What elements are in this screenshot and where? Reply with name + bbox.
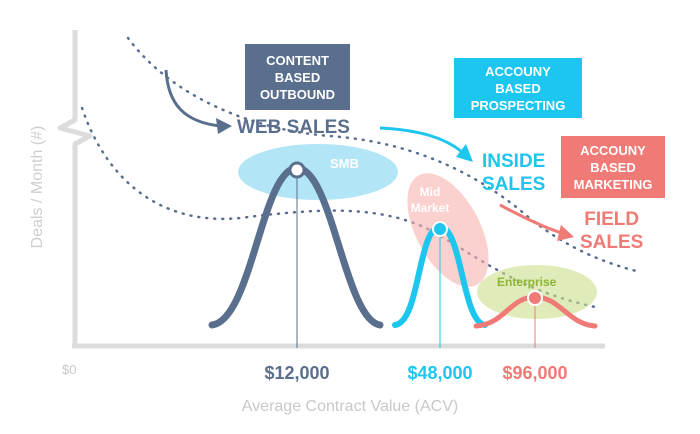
lower-dotted-trend <box>80 106 602 310</box>
tick-label-12000: $12,000 <box>264 363 330 383</box>
web-sales-arrow <box>164 69 221 128</box>
field-sales-arrow <box>499 203 563 235</box>
content-box-line1: CONTENT <box>266 52 329 68</box>
content-box-line3: OUTBOUND <box>259 86 336 102</box>
field-sales-arrowhead <box>557 225 574 241</box>
prospecting-box-line1: ACCOUNY <box>485 63 551 79</box>
field-sales-label: FIELD SALES <box>580 208 643 254</box>
mid-market-peak-marker <box>432 221 448 237</box>
marketing-box-line3: MARKETING <box>573 176 653 192</box>
tick-label-96000: $96,000 <box>502 363 568 383</box>
field-sales-line1: FIELD <box>584 209 640 230</box>
y-axis <box>57 30 93 348</box>
x-axis-label: Average Contract Value (ACV) <box>241 398 459 415</box>
enterprise-label: Enterprise <box>497 275 557 289</box>
enterprise-peak-marker <box>527 290 543 306</box>
upper-dotted-trend <box>126 36 642 274</box>
prospecting-box-line2: BASED <box>495 80 541 96</box>
content-based-outbound-box: CONTENT BASED OUTBOUND <box>245 44 350 110</box>
origin-label: $0 <box>62 362 77 377</box>
account-based-prospecting-box: ACCOUNY BASED PROSPECTING <box>454 58 582 118</box>
inside-sales-label: INSIDE SALES <box>482 150 545 196</box>
mid-market-label: Mid Market <box>400 184 460 216</box>
inside-sales-line2: SALES <box>482 174 546 195</box>
inside-sales-line1: INSIDE <box>482 151 546 172</box>
mid-market-label-line2: Market <box>410 201 450 215</box>
account-based-marketing-box: ACCOUNY BASED MARKETING <box>561 136 665 198</box>
y-axis-label: Deals / Month (#) <box>29 125 46 249</box>
field-sales-line2: SALES <box>580 232 644 253</box>
marketing-box-line1: ACCOUNY <box>580 142 646 158</box>
prospecting-box-line3: PROSPECTING <box>470 97 566 113</box>
inside-sales-arrow <box>379 126 463 154</box>
tick-label-48000: $48,000 <box>407 363 473 383</box>
content-box-line2: BASED <box>274 69 321 85</box>
smb-peak-marker <box>288 161 306 179</box>
mid-market-label-line1: Mid <box>419 185 441 199</box>
marketing-box-line2: BASED <box>590 159 636 175</box>
inside-sales-arrowhead <box>456 144 473 162</box>
web-sales-arrowhead <box>216 118 232 134</box>
web-sales-label: WEB SALES <box>237 117 350 138</box>
smb-label: SMB <box>330 156 359 171</box>
